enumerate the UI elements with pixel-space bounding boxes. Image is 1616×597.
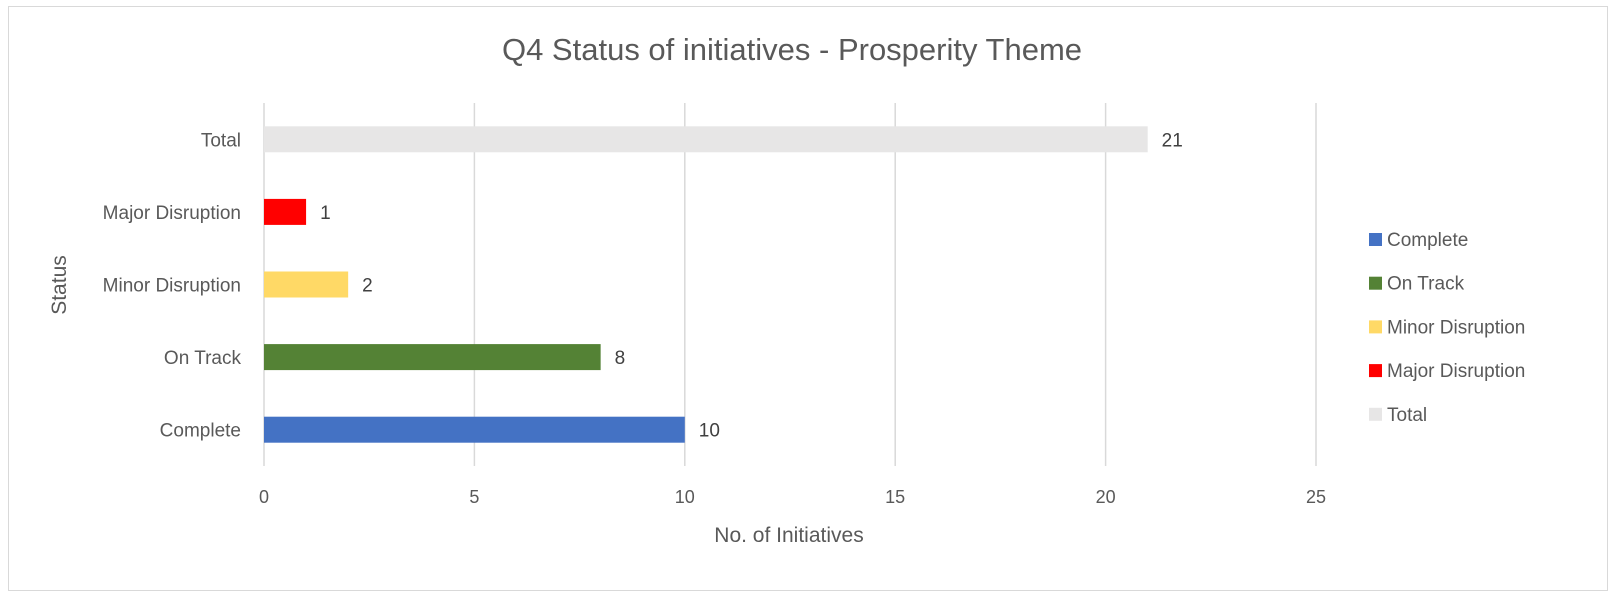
data-label: 21	[1162, 130, 1183, 151]
legend-label: Minor Disruption	[1387, 317, 1525, 338]
category-label: Complete	[160, 421, 241, 442]
bar-complete	[264, 416, 685, 443]
x-tick-labels: 0 5 10 15 20 25	[259, 487, 1326, 507]
x-tick-label: 15	[885, 487, 905, 507]
category-label: On Track	[164, 348, 242, 369]
data-label: 1	[320, 203, 331, 224]
x-tick-label: 0	[259, 487, 269, 507]
legend-swatch	[1369, 276, 1382, 290]
x-tick-label: 20	[1096, 487, 1116, 507]
category-labels: Complete On Track Minor Disruption Major Di…	[103, 130, 242, 441]
legend-label: Complete	[1387, 230, 1468, 251]
chart-frame	[8, 6, 1608, 591]
legend-swatch	[1369, 407, 1382, 421]
data-label: 10	[699, 421, 720, 442]
legend-label: Major Disruption	[1387, 361, 1525, 382]
category-label: Minor Disruption	[103, 276, 241, 297]
y-axis-label: Status	[48, 255, 71, 315]
chart-title: Q4 Status of initiatives - Prosperity Th…	[502, 32, 1082, 67]
legend-swatch	[1369, 364, 1382, 378]
legend-label: Total	[1387, 405, 1427, 426]
legend-swatch	[1369, 320, 1382, 334]
x-axis-label: No. of Initiatives	[714, 524, 863, 547]
legend-label: On Track	[1387, 274, 1465, 295]
bars	[264, 126, 1148, 443]
category-label: Total	[201, 130, 241, 151]
legend-swatch	[1369, 233, 1382, 246]
bar-major-disruption	[264, 198, 307, 225]
gridlines	[263, 103, 1317, 466]
data-label: 2	[362, 276, 373, 297]
x-tick-label: 10	[675, 487, 695, 507]
data-label: 8	[615, 348, 626, 369]
bar-total	[264, 126, 1148, 153]
category-label: Major Disruption	[103, 203, 241, 224]
x-tick-label: 25	[1306, 487, 1326, 507]
legend: Complete On Track Minor Disruption Major Di…	[1369, 230, 1525, 426]
x-tick-label: 5	[469, 487, 479, 507]
bar-on-track	[264, 344, 601, 371]
bar-minor-disruption	[264, 271, 349, 298]
